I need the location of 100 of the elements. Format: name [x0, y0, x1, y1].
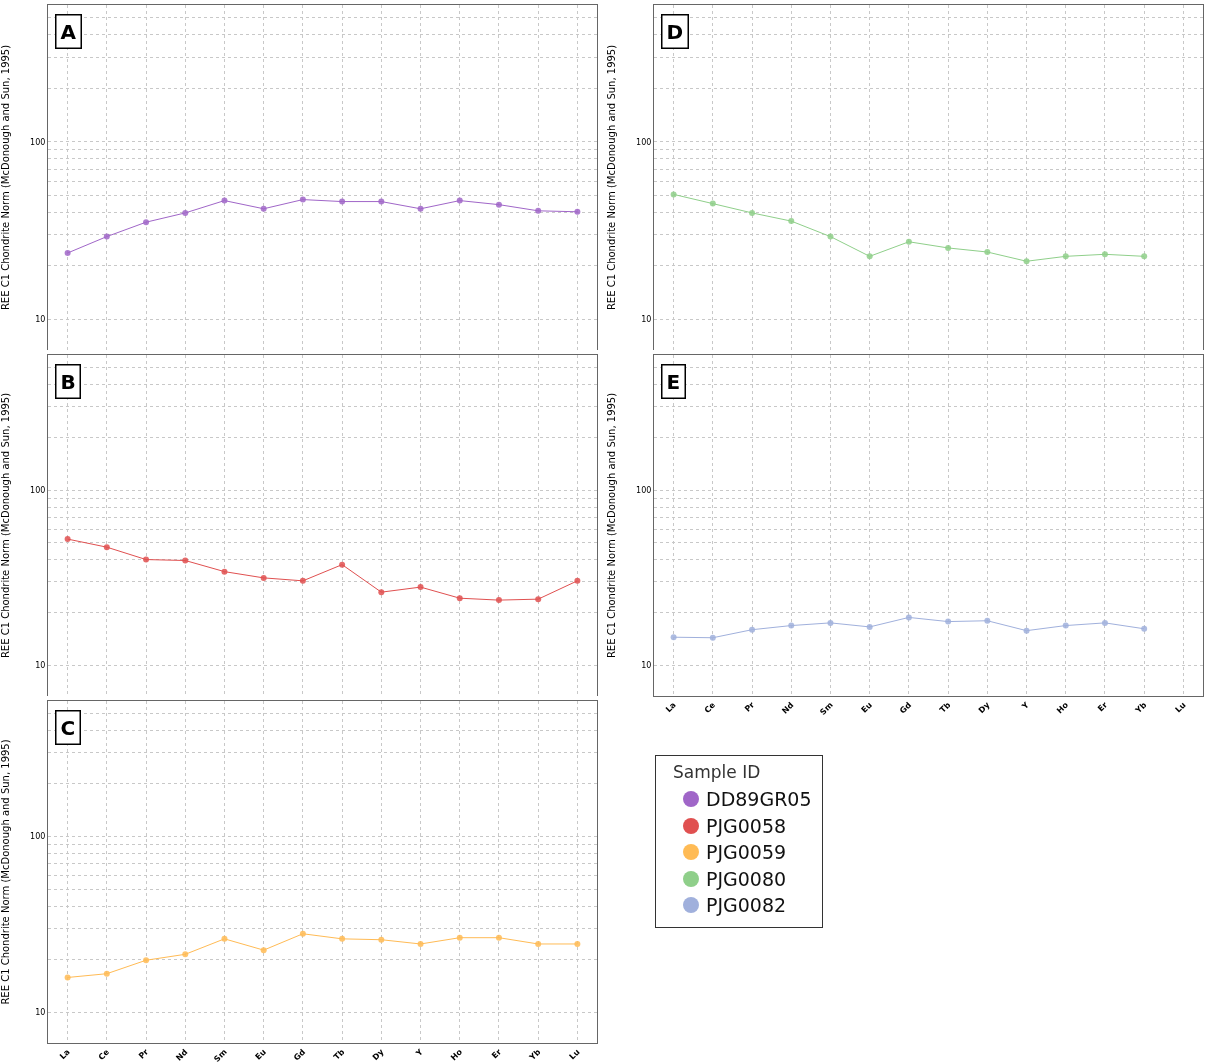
point: [456, 934, 463, 941]
point: [64, 536, 71, 543]
x-tick-label: Dy: [370, 1046, 387, 1063]
text: C: [60, 715, 76, 740]
x-tick-label: La: [58, 1047, 72, 1062]
point: [866, 253, 873, 260]
point: [1141, 253, 1148, 260]
x-tick-label: Gd: [898, 700, 914, 716]
point: [1101, 251, 1108, 258]
y-axis-title: REE C1 Chondrite Norm (McDonough and Sun, 1995): [0, 392, 12, 659]
point: [103, 544, 110, 551]
point: [788, 622, 795, 629]
point: [1062, 622, 1069, 629]
point: [670, 191, 677, 198]
point: [749, 209, 756, 216]
point: [574, 577, 581, 584]
x-tick-label: Er: [490, 1047, 504, 1061]
point: [221, 197, 228, 204]
legend-label: DD89GR05: [706, 788, 812, 811]
x-tick-label: Nd: [174, 1047, 190, 1063]
legend-title: Sample ID: [673, 762, 762, 782]
x-tick-label: Y: [413, 1047, 425, 1059]
point: [535, 596, 542, 603]
y-tick-label: 100: [30, 137, 46, 147]
point: [1023, 627, 1030, 634]
y-tick-label: 100: [30, 832, 46, 842]
point: [299, 196, 306, 203]
text: E: [666, 369, 681, 394]
y-tick-label: 100: [30, 485, 46, 495]
point: [1101, 619, 1108, 626]
point: [221, 935, 228, 942]
point: [417, 584, 424, 591]
point: [866, 623, 873, 630]
point: [143, 556, 150, 563]
point: [535, 207, 542, 214]
point: [709, 200, 716, 207]
point: [749, 626, 756, 633]
point: [339, 935, 346, 942]
point: [103, 970, 110, 977]
point: [495, 201, 502, 208]
x-tick-label: Sm: [212, 1047, 229, 1063]
x-tick-label: La: [664, 700, 678, 715]
point: [709, 634, 716, 641]
point: [143, 219, 150, 226]
x-tick-label: Eu: [253, 1047, 269, 1062]
point: [1023, 258, 1030, 265]
x-tick-label: Pr: [136, 1047, 151, 1061]
y-axis-title: REE C1 Chondrite Norm (McDonough and Sun, 1995): [606, 392, 618, 659]
point: [945, 618, 952, 625]
text: D: [666, 19, 684, 44]
point: [64, 249, 71, 256]
y-tick-label: 100: [636, 485, 652, 495]
y-tick-label: 10: [641, 661, 652, 671]
y-tick-label: 10: [35, 1008, 46, 1018]
point: [495, 597, 502, 604]
point: [535, 940, 542, 947]
x-tick-label: Lu: [1173, 700, 1188, 715]
x-tick-label: Lu: [567, 1047, 582, 1062]
y-axis-title: REE C1 Chondrite Norm (McDonough and Sun, 1995): [0, 44, 12, 311]
point: [905, 614, 912, 621]
text: B: [60, 369, 76, 394]
point: [788, 218, 795, 225]
point: [417, 940, 424, 947]
point: [221, 568, 228, 575]
x-tick-label: Eu: [859, 700, 875, 715]
point: [182, 209, 189, 216]
point: [495, 934, 502, 941]
y-tick-label: 100: [636, 137, 652, 147]
point: [260, 947, 267, 954]
point: [182, 557, 189, 564]
point: [456, 197, 463, 204]
y-tick-label: 10: [35, 661, 46, 671]
y-axis-title: REE C1 Chondrite Norm (McDonough and Sun, 1995): [0, 739, 12, 1005]
y-axis-title: REE C1 Chondrite Norm (McDonough and Sun, 1995): [606, 44, 618, 311]
point: [378, 198, 385, 205]
legend-label: PJG0058: [706, 814, 787, 837]
point: [339, 561, 346, 568]
point: [827, 619, 834, 626]
point: [378, 589, 385, 596]
x-tick-label: Ce: [702, 700, 718, 715]
point: [103, 233, 110, 240]
x-tick-label: Gd: [292, 1047, 308, 1063]
x-tick-label: Tb: [332, 1047, 347, 1062]
point: [299, 930, 306, 937]
point: [339, 198, 346, 205]
point: [378, 936, 385, 943]
point: [984, 249, 991, 256]
point: [827, 233, 834, 240]
legend-label: PJG0082: [706, 894, 787, 917]
x-tick-label: Ho: [1055, 700, 1071, 716]
point: [1141, 625, 1148, 632]
y-tick-label: 10: [641, 314, 652, 324]
x-tick-label: Yb: [527, 1047, 543, 1063]
point: [182, 951, 189, 958]
text: A: [60, 19, 77, 44]
point: [1062, 253, 1069, 260]
point: [299, 577, 306, 584]
point: [984, 617, 991, 624]
x-tick-label: Dy: [976, 699, 993, 716]
y-tick-label: 10: [35, 314, 46, 324]
